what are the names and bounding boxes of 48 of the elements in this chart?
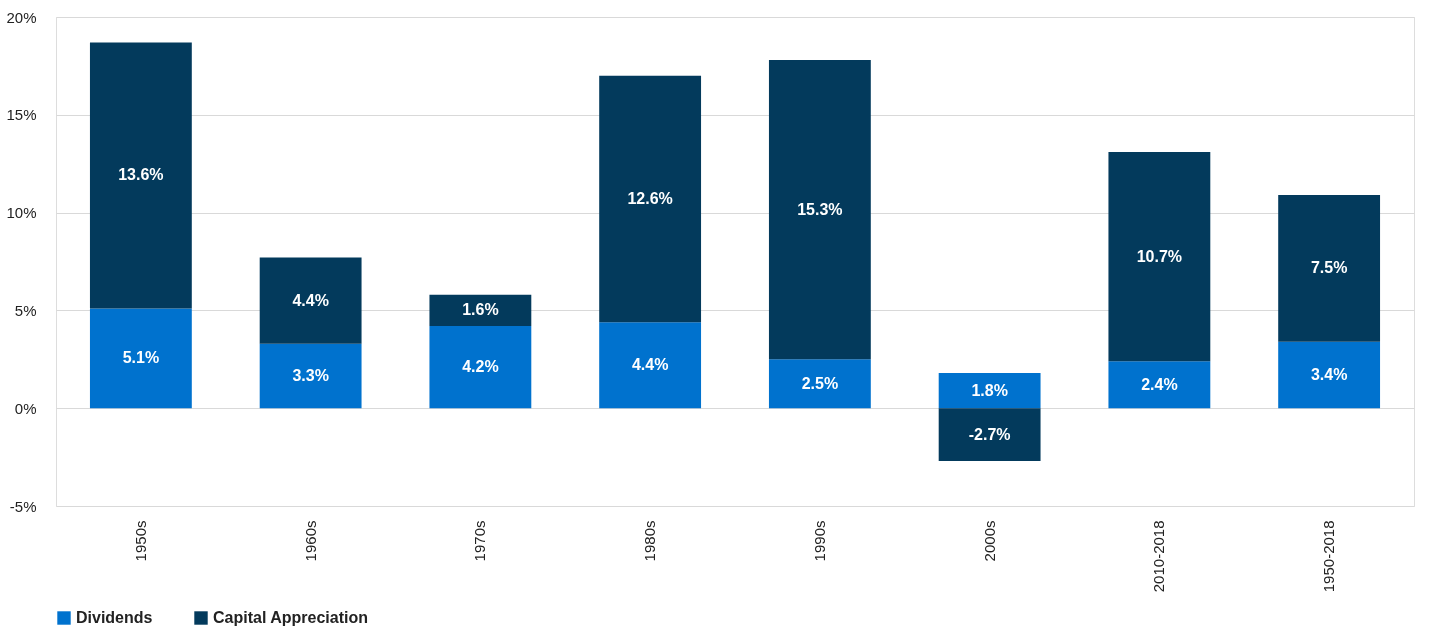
y-tick-label: 5% xyxy=(14,301,37,319)
data-label: 2.5% xyxy=(801,374,839,392)
bar xyxy=(599,75,702,323)
x-tick-label: 2010-2018 xyxy=(1150,520,1168,593)
x-tick-label: 1950-2018 xyxy=(1320,520,1338,593)
bar xyxy=(1278,195,1381,342)
data-label: 5.1% xyxy=(122,349,160,367)
data-label: 7.5% xyxy=(1310,259,1348,277)
data-label: 1.8% xyxy=(971,381,1008,399)
bar xyxy=(1108,151,1211,362)
bar xyxy=(768,60,871,360)
bar xyxy=(259,343,362,409)
data-label: 12.6% xyxy=(627,189,673,207)
bar xyxy=(938,372,1041,409)
data-label: 4.4% xyxy=(292,291,329,309)
legend-label: Capital Appreciation xyxy=(213,609,368,626)
x-tick-label: 1960s xyxy=(301,520,319,562)
data-label: 15.3% xyxy=(797,200,843,218)
x-tick-label: 2000s xyxy=(980,520,998,562)
y-tick-label: 0% xyxy=(14,399,37,417)
x-tick-label: 1970s xyxy=(471,520,489,562)
bar xyxy=(938,408,1041,462)
bar xyxy=(89,308,192,409)
y-tick-label: 20% xyxy=(6,8,37,26)
y-tick-label: 15% xyxy=(6,106,37,124)
data-label: 2.4% xyxy=(1141,375,1178,393)
data-label: 1.6% xyxy=(462,301,499,319)
y-tick-label: 10% xyxy=(6,204,37,222)
bar xyxy=(768,359,871,409)
data-label: -2.7% xyxy=(968,425,1011,443)
data-label: 4.4% xyxy=(631,356,669,374)
x-tick-label: 1950s xyxy=(131,520,149,562)
bar xyxy=(429,326,532,409)
bar xyxy=(1278,341,1381,409)
data-label: 3.3% xyxy=(292,366,329,384)
data-label: 13.6% xyxy=(118,166,164,184)
y-tick-label: -5% xyxy=(9,497,37,515)
legend-label: Dividends xyxy=(76,609,153,626)
data-label: 4.2% xyxy=(462,358,499,376)
bar xyxy=(429,294,532,327)
data-label: 10.7% xyxy=(1136,247,1183,265)
x-tick-label: 1980s xyxy=(641,520,659,562)
data-label: 3.4% xyxy=(1310,365,1348,383)
x-tick-label: 1990s xyxy=(810,520,828,562)
bar xyxy=(89,42,192,309)
bar xyxy=(259,257,362,344)
bar xyxy=(599,322,702,409)
bar xyxy=(1108,361,1211,409)
